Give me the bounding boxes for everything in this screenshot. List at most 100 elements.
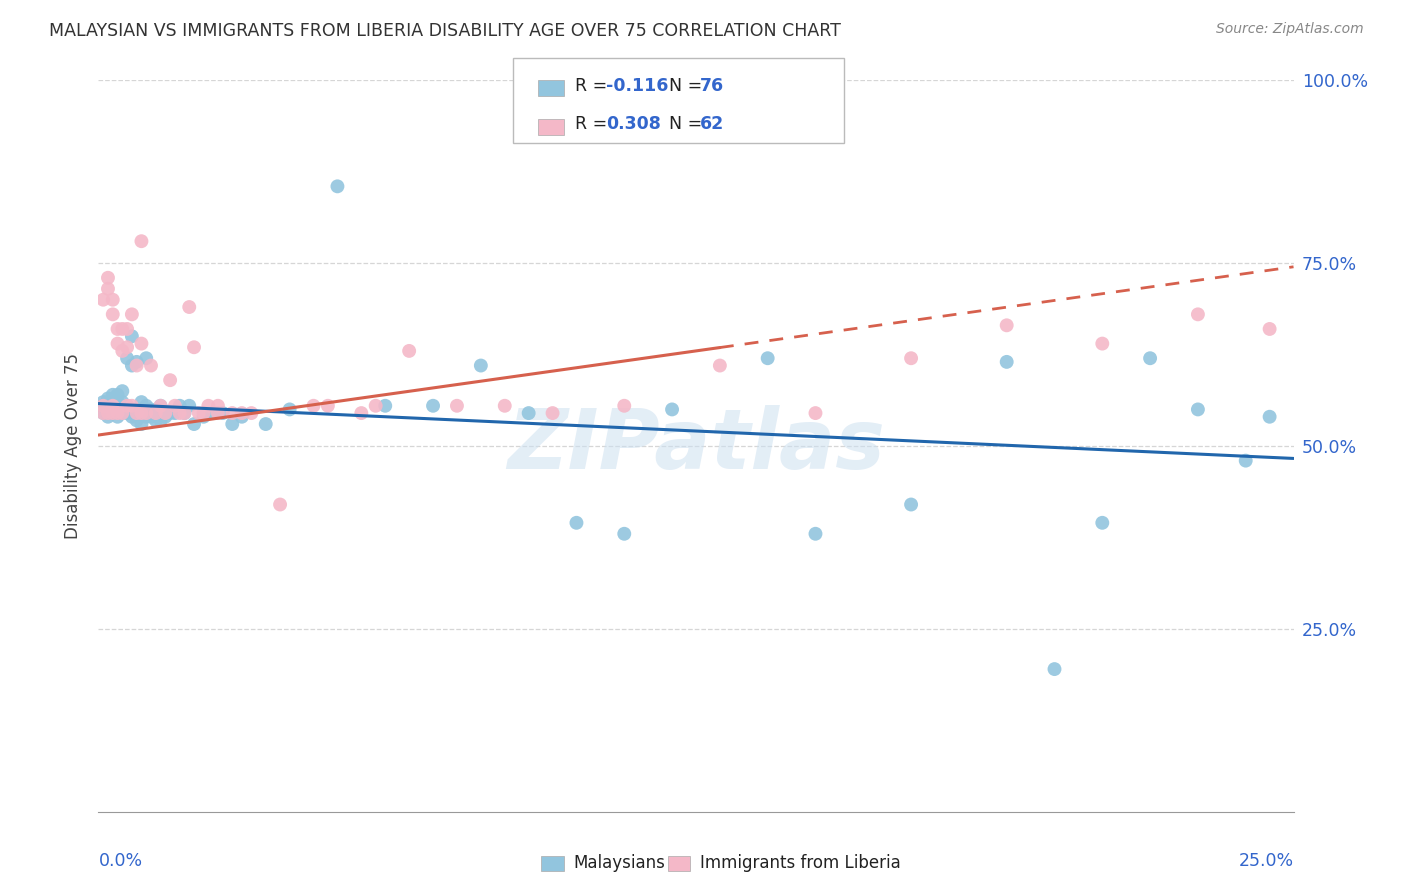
Point [121,409,143,424]
Point [145,406,167,420]
Point [111,384,134,399]
Point [193,406,215,420]
Point [613,526,636,541]
Text: MALAYSIAN VS IMMIGRANTS FROM LIBERIA DISABILITY AGE OVER 75 CORRELATION CHART: MALAYSIAN VS IMMIGRANTS FROM LIBERIA DIS… [49,22,841,40]
Point [183,417,205,431]
Point [101,399,124,413]
Point [494,399,516,413]
Point [231,406,253,420]
Text: 25.0%: 25.0% [1239,852,1294,870]
Text: N =: N = [669,115,709,133]
Point [149,399,172,413]
Point [101,406,124,420]
Point [131,395,153,409]
Point [1258,409,1281,424]
Point [207,399,229,413]
Point [91,293,114,307]
Point [121,399,143,413]
Text: ZIPatlas: ZIPatlas [508,406,884,486]
Point [125,406,148,420]
Point [115,351,138,366]
Point [1043,662,1066,676]
Point [115,322,138,336]
Point [155,406,177,420]
Text: Source: ZipAtlas.com: Source: ZipAtlas.com [1216,22,1364,37]
Point [107,402,129,417]
Point [135,409,157,424]
Point [149,399,172,413]
Point [115,340,138,354]
Point [211,406,233,420]
Point [169,399,191,413]
Point [101,399,124,413]
Point [139,409,162,424]
Point [107,336,129,351]
Point [115,399,138,413]
Point [221,417,243,431]
Point [135,399,157,413]
Point [804,526,827,541]
Point [97,409,120,424]
Point [193,409,215,424]
Point [111,322,134,336]
Text: 0.308: 0.308 [606,115,661,133]
Point [145,406,167,420]
Point [115,399,138,413]
Point [107,399,129,413]
Point [374,399,396,413]
Point [240,406,263,420]
Point [1187,402,1209,417]
Point [422,399,444,413]
Point [231,409,253,424]
Point [121,402,143,417]
Point [131,406,153,420]
Point [97,392,120,406]
Point [159,373,181,387]
Y-axis label: Disability Age Over 75: Disability Age Over 75 [65,353,83,539]
Point [364,399,387,413]
Point [91,399,114,413]
Point [97,406,120,420]
Point [169,406,191,420]
Text: R =: R = [575,115,613,133]
Point [101,406,124,420]
Point [187,406,209,420]
Point [125,413,148,427]
Point [131,406,153,420]
Point [756,351,779,366]
Point [139,402,162,417]
Point [97,270,120,285]
Point [111,406,134,420]
Text: N =: N = [669,77,709,95]
Point [159,406,181,420]
Point [517,406,540,420]
Text: 0.0%: 0.0% [98,852,142,870]
Point [155,409,177,424]
Point [163,399,186,413]
Point [91,406,114,420]
Point [111,395,134,409]
Point [101,293,124,307]
Point [111,402,134,417]
Point [115,402,138,417]
Point [173,406,195,420]
Point [107,409,129,424]
Point [139,359,162,373]
Point [91,406,114,420]
Point [121,307,143,321]
Point [121,359,143,373]
Point [111,406,134,420]
Point [995,355,1018,369]
Point [111,343,134,358]
Point [125,359,148,373]
Point [316,399,339,413]
Point [115,406,138,420]
Point [131,417,153,431]
Text: Immigrants from Liberia: Immigrants from Liberia [700,855,901,872]
Point [111,399,134,413]
Point [101,388,124,402]
Point [565,516,588,530]
Point [446,399,468,413]
Text: 76: 76 [700,77,724,95]
Point [97,282,120,296]
